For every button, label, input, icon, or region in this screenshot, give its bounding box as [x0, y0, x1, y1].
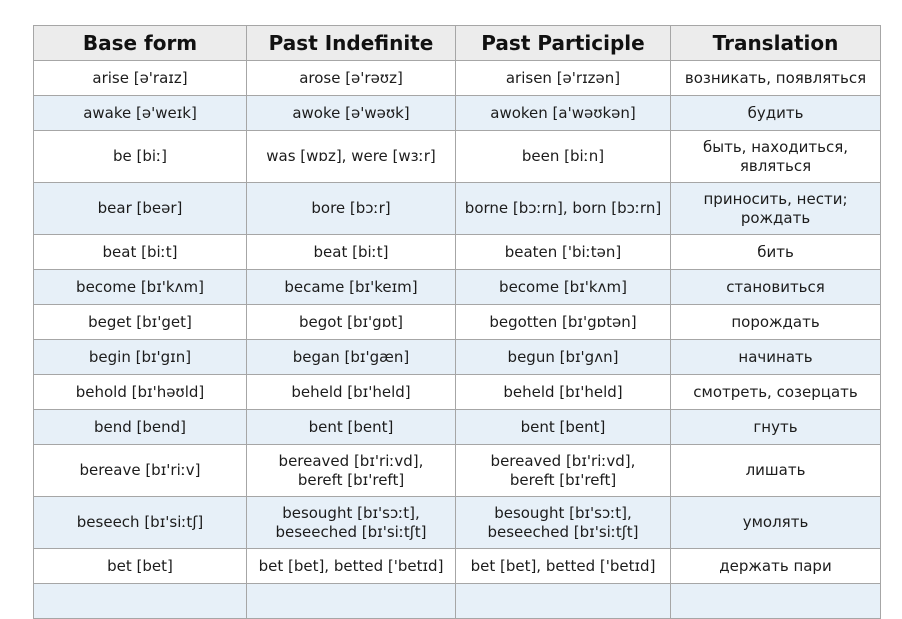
- base-form-cell: arise [ə'raɪz]: [33, 60, 247, 96]
- header-base-form: Base form: [33, 25, 247, 61]
- past-indefinite-cell: beat [biːt]: [246, 234, 456, 270]
- base-form-cell: awake [ə'weɪk]: [33, 95, 247, 131]
- past-participle-cell: [455, 583, 671, 619]
- past-participle-cell: begotten [bɪ'gɒtən]: [455, 304, 671, 340]
- translation-cell: лишать: [670, 444, 881, 497]
- translation-cell: держать пари: [670, 548, 881, 584]
- header-past-participle: Past Participle: [455, 25, 671, 61]
- past-indefinite-cell: began [bɪ'gæn]: [246, 339, 456, 375]
- table-row-partial: [33, 583, 881, 619]
- past-participle-cell: beheld [bɪ'held]: [455, 374, 671, 410]
- table-row: arise [ə'raɪz] arose [ə'rəʊz] arisen [ə'…: [33, 60, 881, 96]
- past-indefinite-cell: begot [bɪ'gɒt]: [246, 304, 456, 340]
- translation-cell: возникать, появляться: [670, 60, 881, 96]
- table-row: beget [bɪ'get] begot [bɪ'gɒt] begotten […: [33, 304, 881, 340]
- past-indefinite-cell: bent [bent]: [246, 409, 456, 445]
- translation-cell: быть, находиться, являться: [670, 130, 881, 183]
- past-participle-cell: begun [bɪ'gʌn]: [455, 339, 671, 375]
- past-indefinite-cell: beheld [bɪ'held]: [246, 374, 456, 410]
- past-indefinite-cell: bereaved [bɪ'riːvd], bereft [bɪ'reft]: [246, 444, 456, 497]
- translation-cell: гнуть: [670, 409, 881, 445]
- translation-cell: умолять: [670, 496, 881, 549]
- base-form-cell: [33, 583, 247, 619]
- translation-cell: становиться: [670, 269, 881, 305]
- base-form-cell: bear [beər]: [33, 182, 247, 235]
- base-form-cell: beseech [bɪ'siːtʃ]: [33, 496, 247, 549]
- past-participle-cell: bet [bet], betted ['betɪd]: [455, 548, 671, 584]
- base-form-cell: be [biː]: [33, 130, 247, 183]
- table-row: bear [beər] bore [bɔːr] borne [bɔːrn], b…: [33, 182, 881, 235]
- past-participle-cell: besought [bɪ'sɔːt], beseeched [bɪ'siːtʃt…: [455, 496, 671, 549]
- past-indefinite-cell: [246, 583, 456, 619]
- past-participle-cell: been [biːn]: [455, 130, 671, 183]
- irregular-verbs-table: Base form Past Indefinite Past Participl…: [33, 25, 881, 619]
- table-row: beat [biːt] beat [biːt] beaten ['biːtən]…: [33, 234, 881, 270]
- translation-cell: бить: [670, 234, 881, 270]
- header-row: Base form Past Indefinite Past Participl…: [33, 25, 881, 61]
- header-past-indefinite: Past Indefinite: [246, 25, 456, 61]
- table-row: begin [bɪ'gɪn] began [bɪ'gæn] begun [bɪ'…: [33, 339, 881, 375]
- base-form-cell: bereave [bɪ'riːv]: [33, 444, 247, 497]
- header-translation: Translation: [670, 25, 881, 61]
- base-form-cell: bend [bend]: [33, 409, 247, 445]
- translation-cell: будить: [670, 95, 881, 131]
- past-participle-cell: arisen [ə'rɪzən]: [455, 60, 671, 96]
- past-participle-cell: bent [bent]: [455, 409, 671, 445]
- translation-cell: смотреть, созерцать: [670, 374, 881, 410]
- translation-cell: порождать: [670, 304, 881, 340]
- past-participle-cell: borne [bɔːrn], born [bɔːrn]: [455, 182, 671, 235]
- past-participle-cell: beaten ['biːtən]: [455, 234, 671, 270]
- table-row: bend [bend] bent [bent] bent [bent] гнут…: [33, 409, 881, 445]
- base-form-cell: beat [biːt]: [33, 234, 247, 270]
- table-row: bet [bet] bet [bet], betted ['betɪd] bet…: [33, 548, 881, 584]
- table-row: behold [bɪ'həʊld] beheld [bɪ'held] behel…: [33, 374, 881, 410]
- past-participle-cell: bereaved [bɪ'riːvd], bereft [bɪ'reft]: [455, 444, 671, 497]
- past-indefinite-cell: bore [bɔːr]: [246, 182, 456, 235]
- past-indefinite-cell: was [wɒz], were [wɜːr]: [246, 130, 456, 183]
- past-indefinite-cell: besought [bɪ'sɔːt], beseeched [bɪ'siːtʃt…: [246, 496, 456, 549]
- past-participle-cell: awoken [a'wəʊkən]: [455, 95, 671, 131]
- past-participle-cell: become [bɪ'kʌm]: [455, 269, 671, 305]
- base-form-cell: begin [bɪ'gɪn]: [33, 339, 247, 375]
- table-row: awake [ə'weɪk] awoke [ə'wəʊk] awoken [a'…: [33, 95, 881, 131]
- translation-cell: начинать: [670, 339, 881, 375]
- base-form-cell: bet [bet]: [33, 548, 247, 584]
- past-indefinite-cell: awoke [ə'wəʊk]: [246, 95, 456, 131]
- base-form-cell: become [bɪ'kʌm]: [33, 269, 247, 305]
- table-row: beseech [bɪ'siːtʃ] besought [bɪ'sɔːt], b…: [33, 496, 881, 549]
- past-indefinite-cell: became [bɪ'keɪm]: [246, 269, 456, 305]
- base-form-cell: behold [bɪ'həʊld]: [33, 374, 247, 410]
- past-indefinite-cell: bet [bet], betted ['betɪd]: [246, 548, 456, 584]
- translation-cell: приносить, нести; рождать: [670, 182, 881, 235]
- base-form-cell: beget [bɪ'get]: [33, 304, 247, 340]
- table-row: become [bɪ'kʌm] became [bɪ'keɪm] become …: [33, 269, 881, 305]
- past-indefinite-cell: arose [ə'rəʊz]: [246, 60, 456, 96]
- table-row: be [biː] was [wɒz], were [wɜːr] been [bi…: [33, 130, 881, 183]
- table-row: bereave [bɪ'riːv] bereaved [bɪ'riːvd], b…: [33, 444, 881, 497]
- translation-cell: [670, 583, 881, 619]
